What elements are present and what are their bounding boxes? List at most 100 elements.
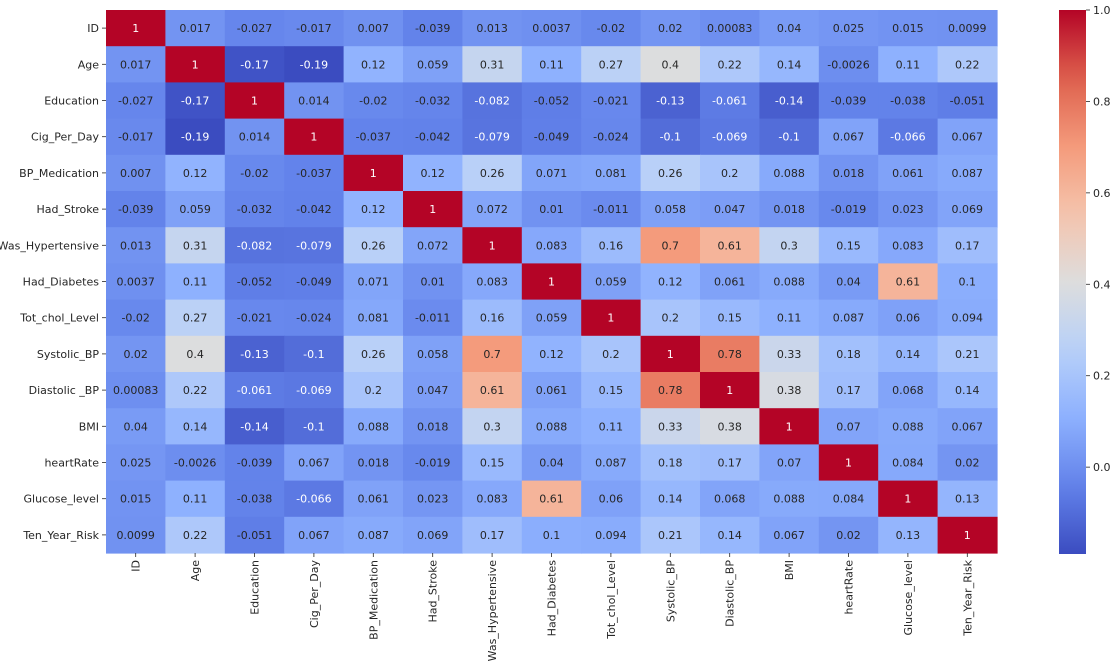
cell-value-label: 0.061 [892,167,924,180]
heatmap-cell [284,46,345,83]
heatmap-cell [165,516,226,554]
colorbar-tick-label: 1.0 [1093,4,1111,17]
cell-value-label: 0.088 [892,420,924,433]
heatmap-cell [521,444,582,482]
heatmap-cell [284,118,345,156]
heatmap-cell [521,191,582,228]
cell-value-label: 0.067 [298,529,330,542]
heatmap-cell [403,516,463,554]
cell-value-label: 1 [192,58,199,71]
heatmap-cell [640,154,701,192]
heatmap-cell [878,82,939,120]
cell-value-label: 0.018 [833,167,865,180]
heatmap-cell [106,480,166,518]
cell-value-label: 0.059 [417,58,449,71]
colorbar-tick-label: 0.4 [1093,278,1111,291]
heatmap-cell [284,263,345,301]
cell-value-label: 0.088 [536,420,568,433]
cell-value-label: 0.087 [358,529,390,542]
heatmap-cell [343,299,404,337]
heatmap-cell [878,480,939,518]
cell-value-label: -0.079 [296,239,331,252]
cell-value-label: 0.1 [543,529,561,542]
cell-value-label: -0.017 [296,22,331,35]
heatmap-cell [284,480,345,518]
heatmap-cell [284,191,345,228]
cell-value-label: 0.023 [417,493,449,506]
cell-value-label: 0.059 [595,276,627,289]
heatmap-cell [165,299,226,337]
cell-value-label: 0.11 [896,58,921,71]
heatmap-cell [462,154,523,192]
cell-value-label: 0.2 [602,348,620,361]
heatmap-cell [878,154,939,192]
heatmap-cell [700,191,760,228]
cell-value-label: 0.013 [120,239,152,252]
cell-value-label: 0.38 [777,384,802,397]
cell-value-label: 0.04 [123,420,148,433]
cell-value-label: 0.081 [358,312,390,325]
heatmap-cell [581,118,642,156]
cell-value-label: 0.17 [717,457,742,470]
heatmap-cell [581,82,642,120]
heatmap-cell [224,408,285,445]
cell-value-label: -0.02 [240,167,268,180]
heatmap-cell [878,46,939,83]
cell-value-label: 0.22 [717,58,742,71]
heatmap-cell [343,372,404,409]
heatmap-cell [284,335,345,373]
cell-value-label: 0.017 [179,22,211,35]
cell-value-label: 0.071 [536,167,568,180]
heatmap-cell [403,82,463,120]
cell-value-label: -0.13 [656,95,684,108]
cell-value-label: 0.058 [655,203,687,216]
heatmap-cell [106,444,166,482]
cell-value-label: -0.011 [593,203,628,216]
heatmap-cell [581,299,642,337]
heatmap-cell [284,154,345,192]
heatmap-cell [640,516,701,554]
cell-value-label: 0.22 [183,384,208,397]
cell-value-label: 0.17 [955,239,980,252]
heatmap-cell [521,480,582,518]
cell-value-label: 0.067 [952,420,984,433]
cell-value-label: 0.058 [417,348,449,361]
heatmap-cell [403,444,463,482]
colorbar-tick-label: 0.2 [1093,370,1111,383]
heatmap-cell [521,227,582,264]
heatmap-cell [165,118,226,156]
heatmap-cell [937,480,998,518]
x-tick-label: Tot_chol_Level [605,560,618,640]
heatmap-cell [224,10,285,47]
heatmap-cell [700,10,760,47]
cell-value-label: 0.14 [658,493,683,506]
heatmap-cell [343,263,404,301]
cell-value-label: 0.3 [483,420,501,433]
cell-value-label: 0.12 [420,167,445,180]
heatmap-cell [343,82,404,120]
cell-value-label: 0.04 [777,22,802,35]
cell-value-label: -0.021 [237,312,272,325]
cell-value-label: 0.069 [952,203,984,216]
heatmap-cell [462,480,523,518]
colorbar-gradient [1059,10,1086,554]
cell-value-label: 1 [310,131,317,144]
heatmap-cell [937,444,998,482]
cell-value-label: -0.066 [296,493,331,506]
heatmap-cell [165,480,226,518]
cell-value-label: -0.079 [474,131,509,144]
heatmap-cell [581,46,642,83]
cell-value-label: 0.071 [358,276,390,289]
heatmap-cell [818,227,879,264]
heatmap-cell [878,118,939,156]
heatmap-cell [462,191,523,228]
heatmap-cell [581,154,642,192]
heatmap-cell [106,299,166,337]
cell-value-label: -0.02 [121,312,149,325]
cell-value-label: -0.13 [240,348,268,361]
cell-value-label: -0.019 [415,457,450,470]
heatmap-cell [165,82,226,120]
colorbar-tick-label: 0.8 [1093,95,1111,108]
cell-value-label: 0.22 [183,529,208,542]
cell-value-label: -0.051 [237,529,272,542]
